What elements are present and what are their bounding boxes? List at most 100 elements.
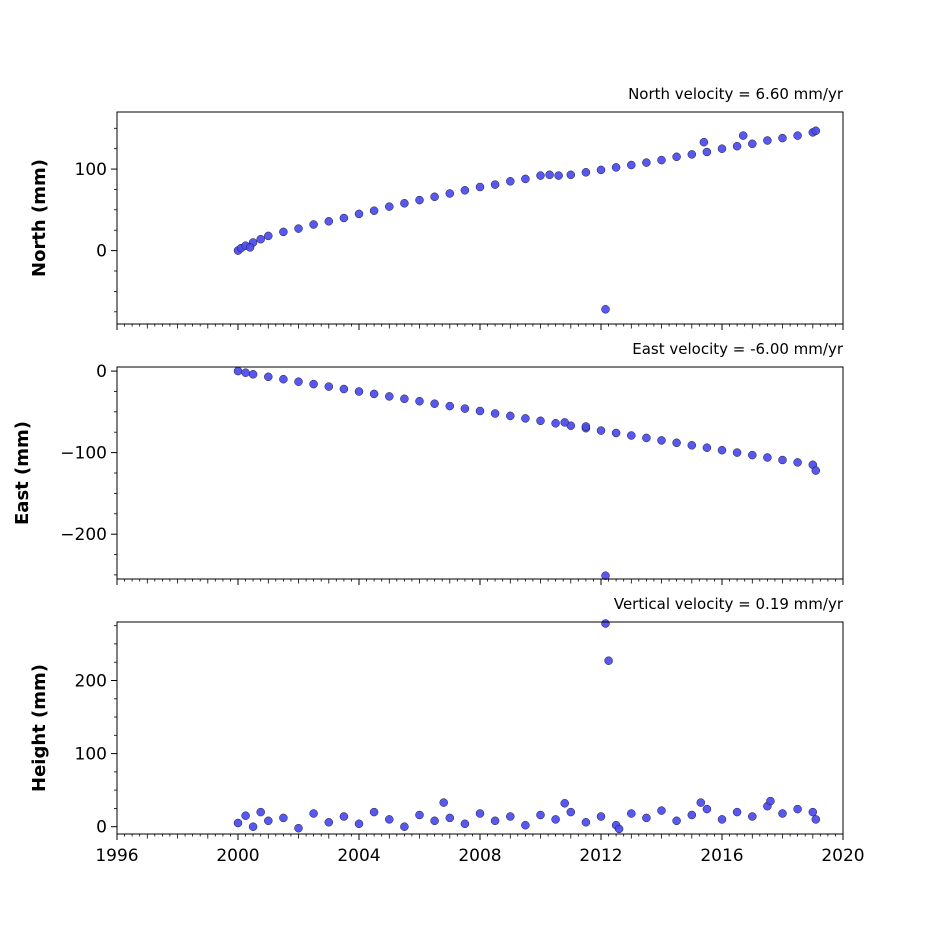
east-point bbox=[596, 426, 606, 435]
north-y-tick-label: 100 bbox=[75, 160, 107, 180]
north-point bbox=[445, 189, 455, 198]
height-y-tick-label: 100 bbox=[75, 745, 107, 765]
east-point bbox=[778, 455, 787, 465]
east-y-tick-label: −200 bbox=[60, 525, 107, 545]
north-point bbox=[717, 144, 727, 153]
height-point bbox=[460, 819, 470, 829]
north-axes: 0 100 bbox=[75, 127, 844, 330]
height-x-tick-label: 2008 bbox=[458, 846, 501, 866]
north-point bbox=[490, 180, 500, 189]
north-plot-frame bbox=[116, 111, 844, 325]
north-point bbox=[748, 139, 757, 149]
east-point bbox=[430, 399, 439, 408]
north-point bbox=[385, 202, 394, 211]
height-point bbox=[430, 816, 439, 826]
height-point bbox=[551, 815, 560, 824]
height-point bbox=[241, 811, 250, 820]
height-point bbox=[657, 806, 666, 815]
height-point bbox=[808, 807, 818, 817]
north-point bbox=[657, 155, 666, 165]
height-panel-title: Vertical velocity = 0.19 mm/yr bbox=[614, 595, 844, 613]
east-point bbox=[475, 406, 485, 416]
height-point bbox=[811, 815, 821, 824]
height-point bbox=[766, 796, 775, 806]
east-point bbox=[811, 466, 821, 475]
east-point bbox=[506, 411, 515, 421]
height-point bbox=[445, 813, 455, 823]
height-point bbox=[400, 822, 409, 831]
height-point bbox=[490, 816, 500, 826]
height-x-tick-label: 2012 bbox=[579, 846, 622, 866]
north-point bbox=[264, 231, 273, 241]
north-marks bbox=[233, 126, 821, 314]
height-point bbox=[672, 816, 681, 826]
east-point bbox=[687, 441, 697, 450]
height-point bbox=[475, 809, 485, 818]
height-x-tick-label: 2004 bbox=[337, 846, 380, 866]
height-point bbox=[279, 813, 288, 823]
height-point bbox=[324, 818, 334, 827]
height-point bbox=[264, 816, 273, 826]
north-point bbox=[596, 165, 606, 175]
east-point bbox=[324, 382, 334, 391]
north-point bbox=[581, 168, 591, 177]
height-point bbox=[536, 810, 545, 820]
height-x-tick-label: 2016 bbox=[700, 846, 743, 866]
east-axes: 0 −100 −200 bbox=[60, 362, 844, 585]
east-point bbox=[309, 379, 318, 389]
north-point bbox=[627, 160, 636, 170]
north-point bbox=[778, 133, 787, 143]
height-point bbox=[581, 818, 591, 827]
east-point bbox=[536, 416, 545, 426]
east-panel: East velocity = -6.00 mm/yr East (mm) 0 −… bbox=[12, 340, 844, 585]
north-y-tick-label: 0 bbox=[96, 242, 107, 262]
east-point bbox=[339, 384, 349, 394]
height-point bbox=[439, 798, 448, 807]
east-point bbox=[369, 389, 379, 399]
east-point bbox=[241, 368, 250, 377]
east-point bbox=[717, 445, 727, 455]
east-point bbox=[354, 387, 364, 396]
north-point bbox=[339, 213, 349, 223]
height-point bbox=[696, 798, 706, 807]
north-point bbox=[687, 150, 697, 159]
height-point bbox=[642, 813, 651, 823]
height-y-axis-label: Height (mm) bbox=[29, 664, 50, 792]
height-x-tick-label: 2020 bbox=[821, 846, 864, 866]
north-point bbox=[354, 209, 364, 219]
east-point bbox=[763, 453, 772, 462]
height-point bbox=[248, 822, 258, 831]
height-point bbox=[627, 809, 636, 818]
height-point bbox=[596, 812, 606, 821]
north-y-axis-label: North (mm) bbox=[29, 159, 50, 277]
north-point bbox=[763, 136, 772, 145]
north-point bbox=[475, 182, 485, 192]
east-point bbox=[279, 374, 288, 384]
east-point bbox=[702, 443, 712, 452]
north-point bbox=[415, 195, 424, 205]
east-plot-frame bbox=[116, 366, 844, 580]
height-point bbox=[566, 807, 576, 817]
east-point bbox=[415, 396, 424, 406]
east-y-tick-label: 0 bbox=[96, 362, 107, 382]
north-point bbox=[672, 152, 681, 162]
north-point bbox=[460, 186, 470, 195]
height-point bbox=[309, 809, 318, 818]
north-point bbox=[601, 305, 610, 314]
east-point bbox=[611, 428, 621, 438]
east-point bbox=[445, 401, 455, 411]
east-point bbox=[490, 409, 500, 418]
east-point bbox=[627, 431, 636, 440]
north-point bbox=[699, 137, 709, 147]
east-point bbox=[793, 458, 802, 467]
north-point bbox=[732, 141, 742, 151]
east-panel-title: East velocity = -6.00 mm/yr bbox=[632, 340, 844, 358]
east-point bbox=[657, 436, 666, 445]
east-point bbox=[551, 419, 560, 428]
east-point bbox=[748, 450, 757, 460]
north-point bbox=[811, 126, 821, 136]
east-y-tick-label: −100 bbox=[60, 444, 107, 464]
height-point bbox=[385, 815, 394, 824]
height-panel: Vertical velocity = 0.19 mm/yr Height (m… bbox=[29, 595, 865, 866]
